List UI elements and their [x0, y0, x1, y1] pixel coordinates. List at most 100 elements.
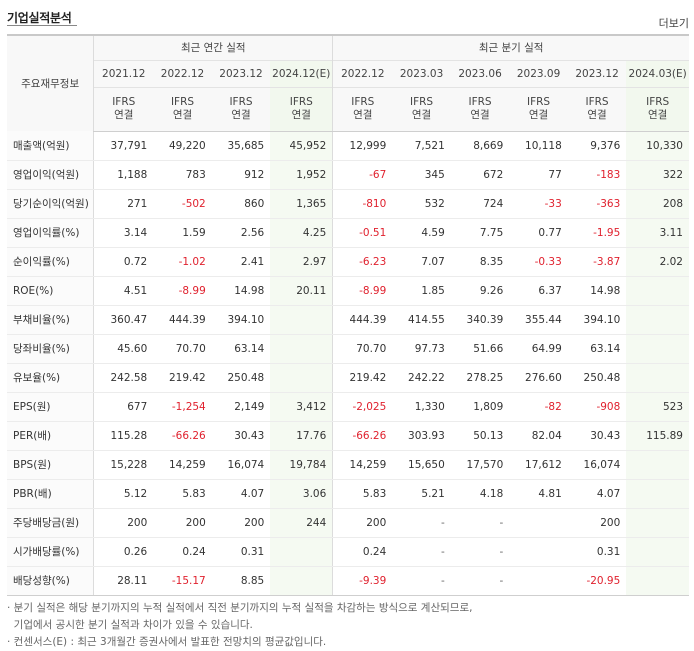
ifrs-label: IFRS 연결: [153, 86, 212, 132]
table-cell: 394.10: [211, 305, 271, 335]
table-cell: 63.14: [567, 334, 627, 364]
table-cell: 3.11: [626, 217, 689, 248]
table-row: 주당배당금(원) 200 200 200 244 200- -200: [7, 508, 689, 538]
table-cell: [626, 508, 689, 538]
table-cell: 12,999: [332, 131, 393, 161]
annual-group-header: 최근 연간 실적: [93, 34, 333, 60]
row-label: 배당성향(%): [7, 566, 94, 596]
table-cell: 4.07: [567, 479, 627, 509]
table-row: 순이익률(%) 0.72 -1.02 2.41 2.97 -6.23 7.07 8.35 -0.…: [7, 247, 689, 277]
table-cell: [626, 363, 689, 393]
table-cell: 17.76: [270, 421, 333, 451]
table-cell: -6.23: [332, 247, 393, 277]
period-header: 2021.12: [93, 59, 154, 87]
table-cell: 322: [626, 160, 689, 190]
table-cell: 82.04: [509, 421, 568, 451]
table-cell: -: [450, 508, 510, 538]
table-row: 시가배당률(%) 0.26 0.24 0.31 0.24- -0.31: [7, 537, 689, 567]
table-cell: 1,330: [392, 391, 451, 422]
table-cell: -82: [509, 391, 568, 422]
row-label: 유보율(%): [7, 363, 94, 393]
table-cell: 3.14: [93, 217, 154, 248]
table-row: 부채비율(%) 360.47 444.39 394.10 444.39 414.55 340…: [7, 305, 689, 335]
table-cell: -: [392, 566, 451, 596]
table-cell: 49,220: [153, 131, 212, 161]
table-cell: 115.28: [93, 421, 154, 451]
table-cell: 4.07: [211, 479, 271, 509]
table-cell: 444.39: [332, 305, 393, 335]
table-cell: 860: [211, 189, 271, 219]
table-cell: -9.39: [332, 566, 393, 596]
table-cell: 37,791: [93, 131, 154, 161]
table-cell: 15,228: [93, 450, 154, 480]
financial-summary-table: 주요재무정보 최근 연간 실적 최근 분기 실적 2021.12 2022.12 2…: [7, 34, 689, 596]
table-cell: 30.43: [567, 421, 627, 451]
table-cell: [509, 566, 568, 596]
ifrs-consolidated: 연결: [231, 109, 251, 121]
table-cell: [626, 305, 689, 335]
table-cell: 14.98: [211, 276, 271, 306]
table-cell: -66.26: [332, 421, 393, 451]
row-label: 순이익률(%): [7, 247, 94, 277]
table-cell: -1,254: [153, 391, 212, 422]
table-cell: 64.99: [509, 334, 568, 364]
table-cell: 244: [270, 508, 333, 538]
table-cell: 208: [626, 189, 689, 219]
ifrs-label: IFRS 연결: [332, 86, 393, 132]
ifrs-consolidated: 연결: [528, 109, 549, 121]
table-cell: 360.47: [93, 305, 154, 335]
table-cell: -: [450, 537, 510, 567]
table-cell: 414.55: [392, 305, 451, 335]
table-cell: 250.48: [567, 363, 627, 393]
table-cell: [626, 450, 689, 480]
ifrs-consolidated: 연결: [291, 109, 311, 121]
table-cell: -8.99: [153, 276, 212, 306]
table-cell: 1,952: [270, 160, 333, 190]
row-label: 영업이익률(%): [7, 217, 94, 248]
table-cell: [509, 537, 568, 567]
table-row: 영업이익(억원) 1,188 783 912 1,952 -67 345 672 77 -183 3…: [7, 160, 689, 190]
ifrs-label: IFRS 연결: [270, 86, 333, 132]
table-cell: [270, 537, 333, 567]
table-cell: 0.24: [153, 537, 212, 567]
table-cell: [509, 508, 568, 538]
table-cell: 0.26: [93, 537, 154, 567]
ifrs-standard: IFRS: [646, 96, 670, 108]
table-cell: 9.26: [450, 276, 510, 306]
table-cell: 7,521: [392, 131, 451, 161]
row-label: BPS(원): [7, 450, 94, 480]
table-cell: 5.21: [392, 479, 451, 509]
table-cell: -908: [567, 391, 627, 422]
more-link[interactable]: 더보기: [658, 17, 689, 30]
table-cell: 5.83: [153, 479, 212, 509]
table-cell: 70.70: [332, 334, 393, 364]
table-cell: -15.17: [153, 566, 212, 596]
table-cell: 28.11: [93, 566, 154, 596]
row-label: EPS(원): [7, 391, 94, 422]
table-cell: 2.41: [211, 247, 271, 277]
table-cell: 8.35: [450, 247, 510, 277]
table-cell: 16,074: [211, 450, 271, 480]
table-cell: 30.43: [211, 421, 271, 451]
ifrs-label: IFRS 연결: [626, 86, 689, 132]
table-cell: 200: [153, 508, 212, 538]
ifrs-consolidated: 연결: [114, 109, 134, 121]
ifrs-standard: IFRS: [112, 96, 136, 108]
ifrs-label: IFRS 연결: [392, 86, 451, 132]
table-cell: -1.02: [153, 247, 212, 277]
row-label: 부채비율(%): [7, 305, 94, 335]
row-label: PER(배): [7, 421, 94, 451]
table-cell: 14.98: [567, 276, 627, 306]
table-cell: 10,330: [626, 131, 689, 161]
table-row: PBR(배) 5.12 5.83 4.07 3.06 5.83 5.21 4.18 4.81 4.…: [7, 479, 689, 509]
table-cell: 276.60: [509, 363, 568, 393]
table-cell: -: [450, 566, 510, 596]
table-cell: [626, 566, 689, 596]
table-cell: 242.22: [392, 363, 451, 393]
table-cell: -0.51: [332, 217, 393, 248]
section-header: 기업실적분석 더보기: [7, 0, 689, 34]
table-cell: 14,259: [153, 450, 212, 480]
table-cell: 200: [93, 508, 154, 538]
row-label: 당좌비율(%): [7, 334, 94, 364]
ifrs-standard: IFRS: [351, 96, 375, 108]
